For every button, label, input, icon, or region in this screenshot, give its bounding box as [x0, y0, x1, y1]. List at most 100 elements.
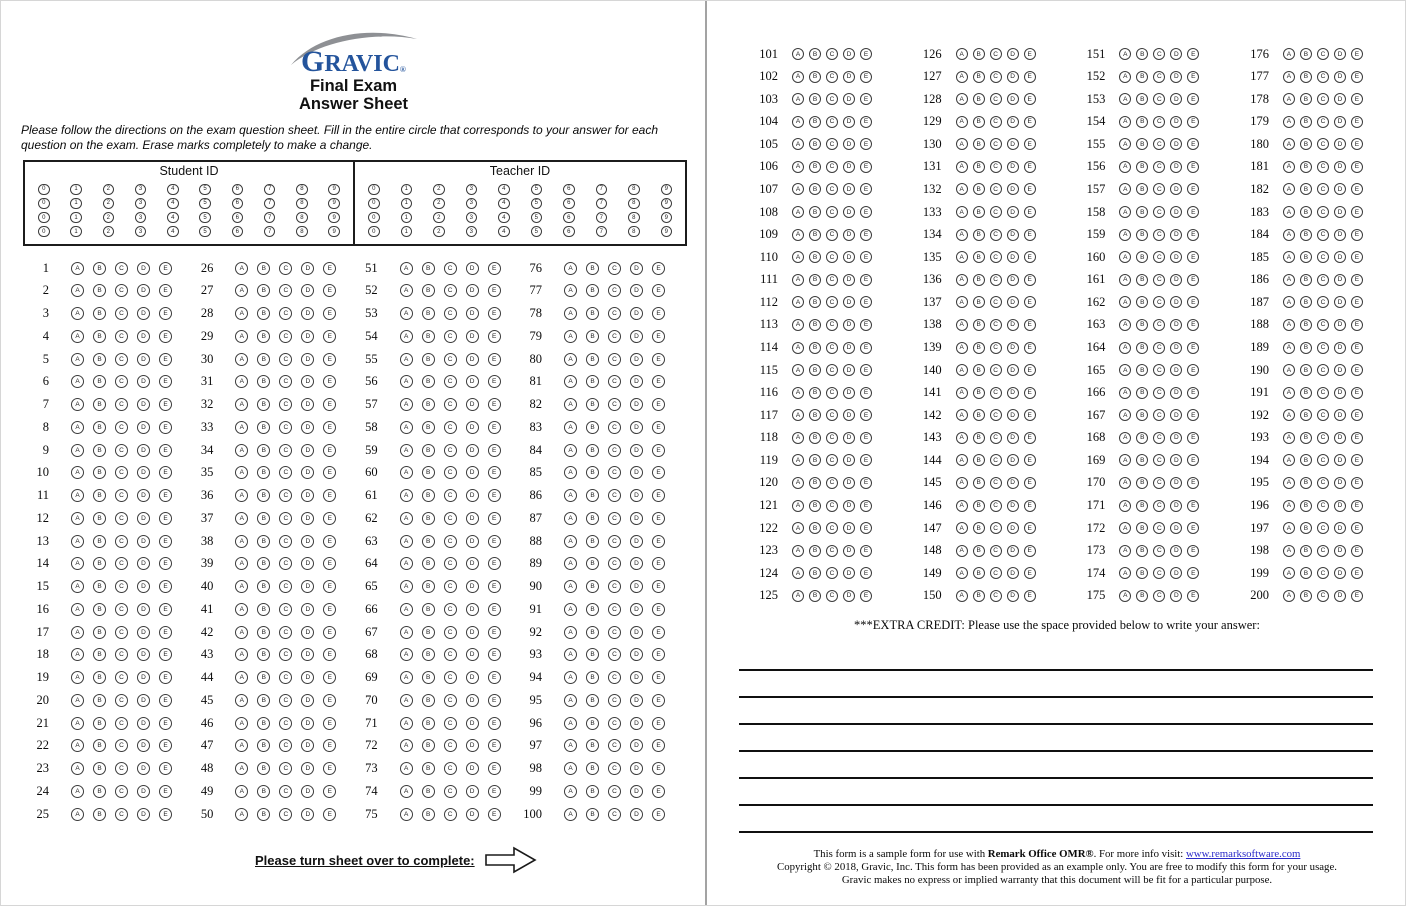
answer-bubble-100-E[interactable]: E — [651, 807, 665, 821]
answer-bubble-52-E[interactable]: E — [487, 284, 501, 298]
teacher-id-digit-bubble-r2-6[interactable]: 6 — [563, 197, 575, 210]
answer-bubble-158-D[interactable]: D — [1170, 206, 1183, 219]
answer-bubble-42-E[interactable]: E — [323, 625, 337, 639]
answer-bubble-28-B[interactable]: B — [257, 307, 271, 320]
answer-bubble-53-A[interactable]: A — [399, 307, 413, 320]
answer-bubble-121-E[interactable]: E — [860, 499, 872, 512]
answer-bubble-169-A[interactable]: A — [1119, 454, 1132, 467]
answer-bubble-192-D[interactable]: D — [1333, 409, 1346, 422]
answer-bubble-20-C[interactable]: C — [115, 693, 128, 707]
answer-bubble-134-D[interactable]: D — [1006, 228, 1019, 241]
answer-bubble-140-E[interactable]: E — [1023, 364, 1036, 377]
answer-bubble-18-D[interactable]: D — [137, 648, 150, 662]
answer-bubble-91-D[interactable]: D — [629, 602, 643, 616]
answer-bubble-142-B[interactable]: B — [972, 409, 985, 422]
answer-bubble-59-D[interactable]: D — [465, 443, 479, 457]
answer-bubble-135-B[interactable]: B — [972, 251, 985, 264]
teacher-id-digit-bubble-r2-9[interactable]: 9 — [660, 197, 672, 210]
answer-bubble-45-A[interactable]: A — [235, 693, 249, 707]
student-id-digit-bubble-r1-2[interactable]: 2 — [102, 183, 115, 196]
answer-bubble-185-A[interactable]: A — [1282, 251, 1295, 264]
answer-bubble-126-B[interactable]: B — [972, 48, 985, 60]
answer-bubble-168-A[interactable]: A — [1119, 431, 1132, 444]
answer-bubble-27-D[interactable]: D — [301, 284, 315, 298]
answer-bubble-130-A[interactable]: A — [955, 138, 968, 151]
answer-bubble-14-B[interactable]: B — [93, 557, 106, 571]
answer-bubble-13-B[interactable]: B — [93, 534, 106, 548]
answer-bubble-113-A[interactable]: A — [792, 318, 804, 331]
answer-bubble-139-C[interactable]: C — [989, 341, 1002, 354]
answer-bubble-140-B[interactable]: B — [972, 364, 985, 377]
answer-bubble-107-C[interactable]: C — [826, 183, 838, 196]
answer-bubble-178-B[interactable]: B — [1299, 93, 1312, 106]
answer-bubble-197-C[interactable]: C — [1316, 522, 1329, 535]
answer-bubble-189-C[interactable]: C — [1316, 341, 1329, 354]
answer-bubble-100-C[interactable]: C — [607, 807, 621, 821]
answer-bubble-164-E[interactable]: E — [1187, 341, 1200, 354]
answer-bubble-116-D[interactable]: D — [843, 386, 855, 399]
answer-bubble-8-D[interactable]: D — [137, 420, 150, 434]
answer-bubble-187-D[interactable]: D — [1333, 296, 1346, 309]
answer-bubble-52-D[interactable]: D — [465, 284, 479, 298]
answer-bubble-200-B[interactable]: B — [1299, 589, 1312, 602]
answer-bubble-147-D[interactable]: D — [1006, 522, 1019, 535]
answer-bubble-188-D[interactable]: D — [1333, 318, 1346, 331]
answer-bubble-33-B[interactable]: B — [257, 420, 271, 434]
answer-bubble-107-D[interactable]: D — [843, 183, 855, 196]
answer-bubble-28-C[interactable]: C — [279, 307, 293, 320]
answer-bubble-97-D[interactable]: D — [629, 739, 643, 753]
answer-bubble-160-B[interactable]: B — [1136, 251, 1149, 264]
answer-bubble-17-E[interactable]: E — [159, 625, 172, 639]
teacher-id-digit-bubble-r1-6[interactable]: 6 — [563, 183, 575, 196]
answer-bubble-31-A[interactable]: A — [235, 375, 249, 389]
teacher-id-digit-bubble-r1-5[interactable]: 5 — [530, 183, 542, 196]
answer-bubble-129-A[interactable]: A — [955, 115, 968, 128]
answer-bubble-68-E[interactable]: E — [487, 648, 501, 662]
answer-bubble-132-B[interactable]: B — [972, 183, 985, 196]
answer-bubble-125-A[interactable]: A — [792, 589, 804, 602]
answer-bubble-184-E[interactable]: E — [1350, 228, 1363, 241]
answer-bubble-2-A[interactable]: A — [71, 284, 84, 298]
answer-bubble-75-E[interactable]: E — [487, 807, 501, 821]
answer-bubble-77-A[interactable]: A — [563, 284, 577, 298]
answer-bubble-103-B[interactable]: B — [809, 93, 821, 106]
answer-bubble-18-B[interactable]: B — [93, 648, 106, 662]
answer-bubble-132-A[interactable]: A — [955, 183, 968, 196]
answer-bubble-14-D[interactable]: D — [137, 557, 150, 571]
answer-bubble-5-A[interactable]: A — [71, 352, 84, 366]
answer-bubble-108-B[interactable]: B — [809, 206, 821, 219]
answer-bubble-54-D[interactable]: D — [465, 329, 479, 343]
answer-bubble-200-E[interactable]: E — [1350, 589, 1363, 602]
answer-bubble-90-B[interactable]: B — [585, 580, 599, 593]
answer-bubble-9-C[interactable]: C — [115, 443, 128, 457]
answer-bubble-73-A[interactable]: A — [399, 762, 413, 775]
answer-bubble-159-B[interactable]: B — [1136, 228, 1149, 241]
answer-bubble-151-C[interactable]: C — [1153, 48, 1166, 60]
answer-bubble-70-E[interactable]: E — [487, 693, 501, 707]
answer-bubble-156-E[interactable]: E — [1187, 160, 1200, 173]
answer-bubble-183-C[interactable]: C — [1316, 206, 1329, 219]
answer-bubble-48-B[interactable]: B — [257, 762, 271, 775]
answer-bubble-44-A[interactable]: A — [235, 671, 249, 684]
answer-bubble-196-D[interactable]: D — [1333, 499, 1346, 512]
answer-bubble-146-E[interactable]: E — [1023, 499, 1036, 512]
answer-bubble-126-E[interactable]: E — [1023, 48, 1036, 60]
answer-bubble-15-A[interactable]: A — [71, 580, 84, 593]
answer-bubble-15-C[interactable]: C — [115, 580, 128, 593]
answer-bubble-177-B[interactable]: B — [1299, 70, 1312, 83]
answer-bubble-180-E[interactable]: E — [1350, 138, 1363, 151]
answer-bubble-183-A[interactable]: A — [1282, 206, 1295, 219]
answer-bubble-39-E[interactable]: E — [323, 557, 337, 571]
answer-bubble-70-D[interactable]: D — [465, 693, 479, 707]
answer-bubble-74-B[interactable]: B — [421, 784, 435, 798]
student-id-digit-bubble-r1-8[interactable]: 8 — [296, 183, 308, 196]
answer-bubble-29-C[interactable]: C — [279, 329, 293, 343]
answer-bubble-189-E[interactable]: E — [1350, 341, 1363, 354]
student-id-digit-bubble-r2-1[interactable]: 1 — [70, 197, 82, 210]
answer-bubble-168-E[interactable]: E — [1187, 431, 1200, 444]
answer-bubble-186-E[interactable]: E — [1350, 273, 1363, 286]
answer-bubble-45-E[interactable]: E — [323, 693, 337, 707]
answer-bubble-140-C[interactable]: C — [989, 364, 1002, 377]
answer-bubble-19-C[interactable]: C — [115, 671, 128, 684]
answer-bubble-172-E[interactable]: E — [1187, 522, 1200, 535]
